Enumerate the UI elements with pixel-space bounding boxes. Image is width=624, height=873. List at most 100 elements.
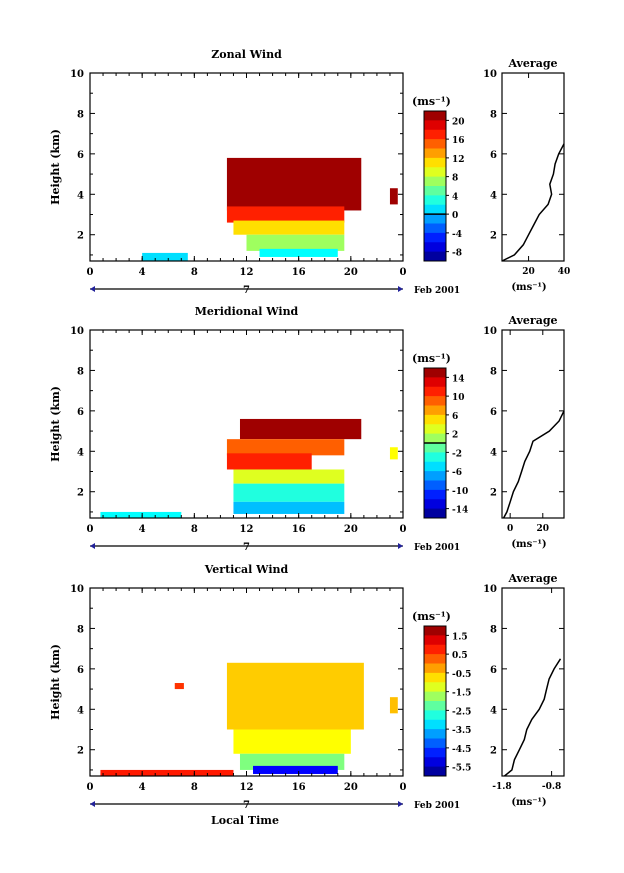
average-y-tick-label: 10 <box>483 326 497 337</box>
colorbar-segment <box>424 682 446 693</box>
x-tick-label: 0 <box>400 267 407 278</box>
colorbar-tick-label: 2 <box>452 431 458 441</box>
heatmap-cell <box>389 697 398 714</box>
y-tick-label: 6 <box>77 407 84 418</box>
colorbar-tick-label: 12 <box>452 155 465 165</box>
y-axis-label: Height (km) <box>49 644 62 720</box>
heatmap-cell <box>226 662 364 730</box>
colorbar-segment <box>424 471 446 481</box>
colorbar-segment <box>424 663 446 674</box>
y-tick-label: 10 <box>70 326 84 337</box>
x-tick-label: 12 <box>240 267 254 278</box>
average-y-tick-label: 2 <box>490 746 497 757</box>
average-title: Average <box>507 314 557 327</box>
date-label: Feb 2001 <box>414 286 460 296</box>
average-y-tick-label: 10 <box>483 69 497 80</box>
colorbar-tick-label: 6 <box>452 412 458 422</box>
x-tick-label: 8 <box>191 782 198 793</box>
colorbar-segment <box>424 157 446 168</box>
colorbar-segment <box>424 443 446 453</box>
colorbar-segment <box>424 148 446 159</box>
heatmap-cell <box>100 769 234 776</box>
colorbar-tick-label: 8 <box>452 174 458 184</box>
colorbar-segment <box>424 386 446 397</box>
x-tick-label: 8 <box>191 524 198 535</box>
day-line-arrow-left <box>90 543 95 549</box>
day-line-arrow-right <box>398 286 403 292</box>
colorbar-segment <box>424 195 446 206</box>
x-tick-label: 16 <box>292 782 306 793</box>
colorbar-segment <box>424 452 446 463</box>
heatmap-cell <box>226 453 312 470</box>
colorbar-segment <box>424 710 446 721</box>
average-x-tick-label: 20 <box>537 524 550 534</box>
average-x-tick-label: -0.8 <box>542 782 561 792</box>
heatmap-cell <box>259 248 338 257</box>
colorbar-tick-label: -0.5 <box>452 670 471 680</box>
colorbar-segment <box>424 738 446 749</box>
x-tick-label: 4 <box>139 267 146 278</box>
x-tick-label: 20 <box>344 267 358 278</box>
colorbar-segment <box>424 757 446 768</box>
heatmap-cell <box>389 447 398 460</box>
colorbar-tick-label: -2.5 <box>452 707 471 717</box>
x-axis-label: Local Time <box>211 814 279 827</box>
x-tick-label: 16 <box>292 267 306 278</box>
average-x-label: (ms⁻¹) <box>511 539 546 550</box>
x-tick-label: 20 <box>344 782 358 793</box>
colorbar-segment <box>424 747 446 758</box>
average-profile-line <box>501 143 565 262</box>
panel-2: Meridional Wind 2 4 6 8 10 Height (km) 0 4 8 12 16 2… <box>49 305 565 553</box>
heatmap-cell <box>226 206 345 223</box>
x-tick-label: 16 <box>292 524 306 535</box>
heatmap-cell <box>246 234 345 251</box>
colorbar-segment <box>424 251 446 262</box>
colorbar-unit: (ms⁻¹) <box>412 352 451 365</box>
colorbar-segment <box>424 424 446 435</box>
y-tick-label: 2 <box>77 231 84 242</box>
heatmap-cells <box>100 418 398 518</box>
average-y-tick-label: 2 <box>490 231 497 242</box>
day-label: 7 <box>243 800 250 811</box>
colorbar-segment <box>424 139 446 149</box>
heatmap-cell <box>100 511 182 518</box>
colorbar-segment <box>424 242 446 253</box>
x-tick-label: 4 <box>139 782 146 793</box>
colorbar-tick-label: 20 <box>452 117 465 127</box>
colorbar-tick-label: -10 <box>452 487 468 497</box>
colorbar-segment <box>424 626 446 636</box>
heatmap-cell <box>239 418 362 440</box>
colorbar-segment <box>424 129 446 140</box>
colorbar-segment <box>424 719 446 730</box>
colorbar-tick-label: 14 <box>452 374 465 384</box>
x-tick-label: 0 <box>400 524 407 535</box>
colorbar-segment <box>424 111 446 121</box>
x-tick-label: 0 <box>87 524 94 535</box>
colorbar-segment <box>424 508 446 519</box>
colorbar-segment <box>424 176 446 187</box>
average-x-tick-label: 20 <box>522 267 535 277</box>
heatmap-cell <box>389 188 398 205</box>
x-tick-label: 8 <box>191 267 198 278</box>
average-frame <box>501 329 565 519</box>
colorbar-segment <box>424 433 446 444</box>
y-axis-label: Height (km) <box>49 129 62 205</box>
average-y-tick-label: 4 <box>490 447 497 458</box>
colorbar-segment <box>424 186 446 196</box>
y-tick-label: 4 <box>77 190 84 201</box>
colorbar-tick-label: -5.5 <box>452 764 471 774</box>
colorbar-unit: (ms⁻¹) <box>412 95 451 108</box>
average-y-tick-label: 8 <box>490 366 497 377</box>
panel-title: Zonal Wind <box>211 48 282 61</box>
colorbar-tick-label: -14 <box>452 506 468 516</box>
day-line-arrow-right <box>398 801 403 807</box>
colorbar-segment <box>424 654 446 664</box>
average-y-tick-label: 6 <box>490 665 497 676</box>
average-y-tick-label: 6 <box>490 150 497 161</box>
y-tick-label: 2 <box>77 746 84 757</box>
average-y-tick-label: 8 <box>490 624 497 635</box>
colorbar-segment <box>424 499 446 510</box>
panel-title: Vertical Wind <box>204 563 289 576</box>
